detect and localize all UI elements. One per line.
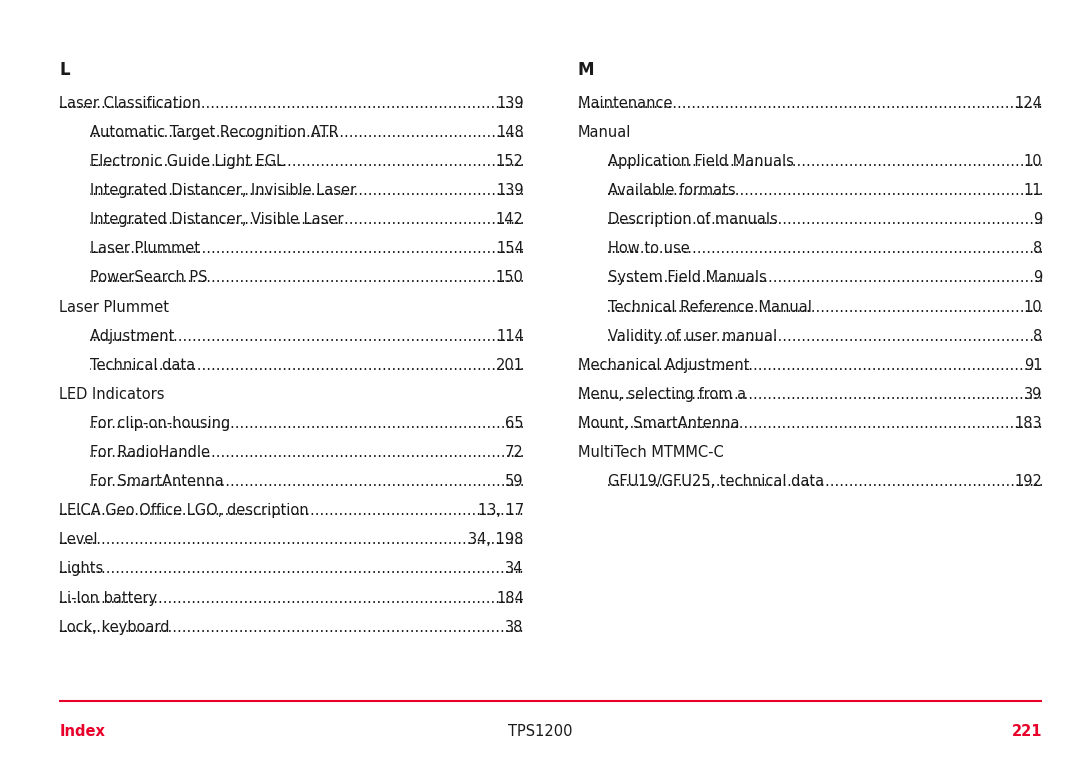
Text: Level: Level bbox=[59, 532, 103, 548]
Text: Li-Ion battery: Li-Ion battery bbox=[59, 591, 162, 606]
Text: ................................................................................: ........................................… bbox=[540, 212, 1080, 228]
Text: Manual: Manual bbox=[578, 125, 631, 140]
Text: GFU19/GFU25, technical data: GFU19/GFU25, technical data bbox=[608, 474, 828, 489]
Text: For SmartAntenna: For SmartAntenna bbox=[90, 474, 228, 489]
Text: Laser Classification: Laser Classification bbox=[59, 96, 206, 111]
Text: Adjustment: Adjustment bbox=[90, 329, 178, 344]
Text: 142: 142 bbox=[496, 212, 524, 228]
Text: 34, 198: 34, 198 bbox=[469, 532, 524, 548]
Text: ................................................................................: ........................................… bbox=[525, 416, 1080, 431]
Text: 148: 148 bbox=[496, 125, 524, 140]
Text: 114: 114 bbox=[496, 329, 524, 344]
Text: 9: 9 bbox=[1032, 212, 1042, 228]
Text: Technical Reference Manual: Technical Reference Manual bbox=[608, 300, 816, 315]
Text: Electronic Guide Light EGL: Electronic Guide Light EGL bbox=[90, 154, 288, 169]
Text: 139: 139 bbox=[496, 183, 524, 198]
Text: Description of manuals: Description of manuals bbox=[608, 212, 782, 228]
Text: 38: 38 bbox=[505, 620, 524, 635]
Text: 139: 139 bbox=[496, 96, 524, 111]
Text: ................................................................................: ........................................… bbox=[540, 241, 1080, 257]
Text: ................................................................................: ........................................… bbox=[540, 474, 1080, 489]
Text: ................................................................................: ........................................… bbox=[540, 329, 1080, 344]
Text: 34: 34 bbox=[505, 561, 524, 577]
Text: L: L bbox=[59, 61, 70, 79]
Text: M: M bbox=[578, 61, 594, 79]
Text: 10: 10 bbox=[1024, 154, 1042, 169]
Text: PowerSearch PS: PowerSearch PS bbox=[90, 270, 212, 286]
Text: Lock, keyboard: Lock, keyboard bbox=[59, 620, 175, 635]
Text: 124: 124 bbox=[1014, 96, 1042, 111]
Text: 72: 72 bbox=[505, 445, 524, 460]
Text: 10: 10 bbox=[1024, 300, 1042, 315]
Text: LEICA Geo Office LGO, description: LEICA Geo Office LGO, description bbox=[59, 503, 313, 519]
Text: 201: 201 bbox=[496, 358, 524, 373]
Text: ................................................................................: ........................................… bbox=[22, 445, 592, 460]
Text: System Field Manuals: System Field Manuals bbox=[608, 270, 771, 286]
Text: 39: 39 bbox=[1024, 387, 1042, 402]
Text: 65: 65 bbox=[505, 416, 524, 431]
Text: 11: 11 bbox=[1024, 183, 1042, 198]
Text: ................................................................................: ........................................… bbox=[22, 241, 592, 257]
Text: 152: 152 bbox=[496, 154, 524, 169]
Text: 8: 8 bbox=[1032, 241, 1042, 257]
Text: ................................................................................: ........................................… bbox=[6, 591, 577, 606]
Text: 13, 17: 13, 17 bbox=[477, 503, 524, 519]
Text: Mechanical Adjustment: Mechanical Adjustment bbox=[578, 358, 754, 373]
Text: For clip-on-housing: For clip-on-housing bbox=[90, 416, 234, 431]
Text: LED Indicators: LED Indicators bbox=[59, 387, 165, 402]
Text: ................................................................................: ........................................… bbox=[22, 358, 592, 373]
Text: 221: 221 bbox=[1012, 724, 1042, 739]
Text: 59: 59 bbox=[505, 474, 524, 489]
Text: Available formats: Available formats bbox=[608, 183, 740, 198]
Text: ................................................................................: ........................................… bbox=[525, 96, 1080, 111]
Text: ................................................................................: ........................................… bbox=[6, 96, 577, 111]
Text: Lights: Lights bbox=[59, 561, 108, 577]
Text: 154: 154 bbox=[496, 241, 524, 257]
Text: Maintenance: Maintenance bbox=[578, 96, 677, 111]
Text: Technical data: Technical data bbox=[90, 358, 200, 373]
Text: Application Field Manuals: Application Field Manuals bbox=[608, 154, 798, 169]
Text: ................................................................................: ........................................… bbox=[22, 329, 592, 344]
Text: ................................................................................: ........................................… bbox=[22, 474, 592, 489]
Text: 91: 91 bbox=[1024, 358, 1042, 373]
Text: 192: 192 bbox=[1014, 474, 1042, 489]
Text: ................................................................................: ........................................… bbox=[6, 561, 577, 577]
Text: ................................................................................: ........................................… bbox=[540, 154, 1080, 169]
Text: Menu, selecting from a: Menu, selecting from a bbox=[578, 387, 751, 402]
Text: ................................................................................: ........................................… bbox=[525, 387, 1080, 402]
Text: ................................................................................: ........................................… bbox=[6, 532, 577, 548]
Text: 9: 9 bbox=[1032, 270, 1042, 286]
Text: ................................................................................: ........................................… bbox=[22, 183, 592, 198]
Text: ................................................................................: ........................................… bbox=[22, 270, 592, 286]
Text: Laser Plummet: Laser Plummet bbox=[59, 300, 170, 315]
Text: ................................................................................: ........................................… bbox=[540, 183, 1080, 198]
Text: Integrated Distancer, Invisible Laser: Integrated Distancer, Invisible Laser bbox=[90, 183, 361, 198]
Text: Laser Plummet: Laser Plummet bbox=[90, 241, 204, 257]
Text: Index: Index bbox=[59, 724, 105, 739]
Text: TPS1200: TPS1200 bbox=[508, 724, 572, 739]
Text: ................................................................................: ........................................… bbox=[22, 125, 592, 140]
Text: MultiTech MTMMC-C: MultiTech MTMMC-C bbox=[578, 445, 724, 460]
Text: 8: 8 bbox=[1032, 329, 1042, 344]
Text: ................................................................................: ........................................… bbox=[6, 503, 577, 519]
Text: ................................................................................: ........................................… bbox=[540, 300, 1080, 315]
Text: ................................................................................: ........................................… bbox=[22, 416, 592, 431]
Text: Mount, SmartAntenna: Mount, SmartAntenna bbox=[578, 416, 744, 431]
Text: ................................................................................: ........................................… bbox=[22, 212, 592, 228]
Text: ................................................................................: ........................................… bbox=[22, 154, 592, 169]
Text: ................................................................................: ........................................… bbox=[6, 620, 577, 635]
Text: Automatic Target Recognition ATR: Automatic Target Recognition ATR bbox=[90, 125, 343, 140]
Text: 150: 150 bbox=[496, 270, 524, 286]
Text: ................................................................................: ........................................… bbox=[540, 270, 1080, 286]
Text: How to use: How to use bbox=[608, 241, 694, 257]
Text: Validity of user manual: Validity of user manual bbox=[608, 329, 782, 344]
Text: Integrated Distancer, Visible Laser: Integrated Distancer, Visible Laser bbox=[90, 212, 348, 228]
Text: 183: 183 bbox=[1014, 416, 1042, 431]
Text: 184: 184 bbox=[496, 591, 524, 606]
Text: For RadioHandle: For RadioHandle bbox=[90, 445, 214, 460]
Text: ................................................................................: ........................................… bbox=[525, 358, 1080, 373]
